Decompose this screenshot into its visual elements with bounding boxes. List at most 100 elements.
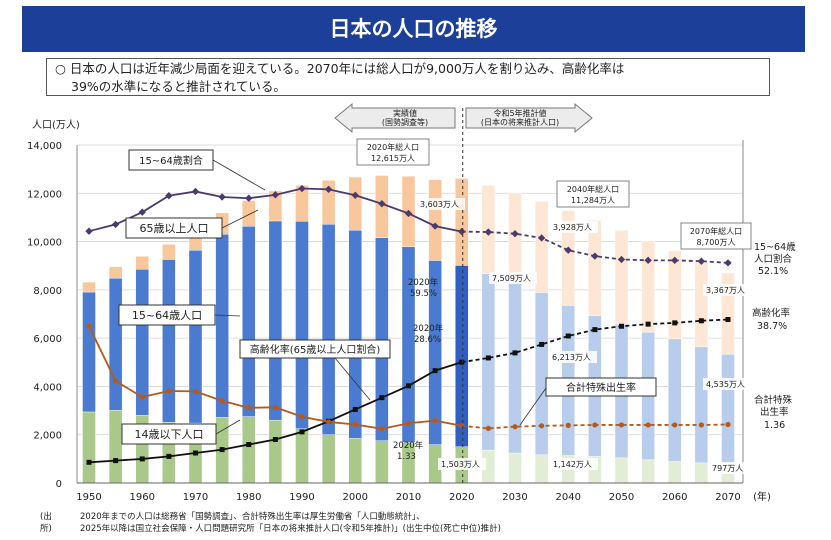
value-2070-14: 797万人 <box>712 464 743 473</box>
source-line-1: 2020年までの人口は総務省「国勢調査」、合計特殊出生率は厚生労働省「人口動態統… <box>80 512 425 522</box>
bar-pop14 <box>348 438 362 484</box>
ratio1564-point <box>564 246 572 254</box>
bar-pop1564 <box>668 338 682 462</box>
fertility-rate-point <box>86 323 92 329</box>
aging-rate-point <box>539 341 545 347</box>
bar-pop65 <box>135 256 149 270</box>
value-2020-65: 3,603万人 <box>420 200 459 209</box>
right-aging-value: 38.7% <box>757 321 787 332</box>
fertility-rate-point <box>405 420 412 426</box>
ratio1564-point <box>218 193 226 201</box>
leader-pop1564 <box>214 314 241 317</box>
fertility-rate-point <box>485 425 491 431</box>
x-tick-label: 2020 <box>449 492 474 503</box>
bar-pop1564 <box>455 265 469 447</box>
fertility-rate-point <box>192 388 199 395</box>
right-ratio-label-2: 人口割合 <box>754 253 793 265</box>
bar-pop1564 <box>268 220 283 421</box>
annot-total-2020-line: 12,615万人 <box>371 154 415 163</box>
bar-pop14 <box>694 462 709 484</box>
bar-pop1564 <box>242 226 256 417</box>
aging-rate-point <box>272 436 278 442</box>
aging-rate-point <box>619 323 624 329</box>
y-tick-label: 10,000 <box>27 238 62 249</box>
ratio1564-point <box>724 259 732 267</box>
source-label: (出所) <box>40 512 52 534</box>
x-tick-label: 2070 <box>715 492 740 503</box>
fertility-rate-point <box>113 378 119 384</box>
leader-tfr <box>519 387 547 426</box>
ratio1564-point <box>671 256 679 265</box>
right-tfr-label: 合計特殊 <box>754 394 793 406</box>
ratio1564-point <box>298 184 306 193</box>
annot-total-2070-box <box>680 222 752 250</box>
bar-pop1564 <box>188 250 203 424</box>
x-tick-label: 2000 <box>343 492 368 503</box>
aging-rate-line-projection <box>461 318 729 364</box>
bar-pop65 <box>162 244 176 260</box>
bar-pop65 <box>561 210 575 306</box>
ratio1564-point <box>484 228 493 236</box>
page-title: 日本の人口の推移 <box>22 6 805 52</box>
aging-rate-point <box>352 406 358 412</box>
y-tick-label: 4,000 <box>33 382 62 393</box>
annot-ratio-2020-value: 59.5% <box>410 289 437 299</box>
actual-header-sub: (国勢調査等) <box>382 117 428 127</box>
x-tick-label: 1950 <box>76 492 101 503</box>
y-tick-label: 8,000 <box>33 286 62 297</box>
aging-rate-point <box>406 383 411 389</box>
aging-rate-point <box>86 459 92 465</box>
fertility-rate-point <box>246 405 252 411</box>
bar-pop65 <box>668 250 682 340</box>
y-tick-label: 6,000 <box>33 334 62 345</box>
leader-pop65 <box>221 209 259 229</box>
x-tick-label: 2050 <box>609 492 634 503</box>
value-2020-14: 1,503万人 <box>441 460 480 469</box>
label-aging-box <box>239 339 391 359</box>
bar-pop14 <box>268 419 283 484</box>
actual-header: 実績値 <box>393 108 417 118</box>
annot-total-2070-line: 2070年総人口 <box>690 226 742 236</box>
bar-pop14 <box>321 434 336 484</box>
right-tfr-label-2: 出生率 <box>760 406 789 418</box>
fertility-rate-point <box>166 388 172 394</box>
fertility-rate-point <box>512 424 518 430</box>
x-tick-label: 2060 <box>662 492 687 503</box>
actual-arrow <box>334 102 456 134</box>
bar-pop1564 <box>481 273 496 451</box>
bar-pop65 <box>242 200 256 227</box>
ratio1564-point <box>138 208 146 216</box>
x-tick-label: 1970 <box>183 492 208 503</box>
aging-rate-point <box>672 320 678 326</box>
aging-rate-point <box>565 333 571 339</box>
x-tick-label: 2010 <box>396 492 421 503</box>
leader-pop14 <box>215 419 241 435</box>
label-pop14: 14歳以下人口 <box>135 428 204 441</box>
x-tick-label: 2030 <box>502 492 527 503</box>
value-2020-1564: 7,509万人 <box>492 274 531 283</box>
fertility-rate-point <box>698 422 704 428</box>
bar-pop14 <box>82 411 96 484</box>
ratio1564-point <box>191 187 200 196</box>
bar-pop65 <box>614 230 629 325</box>
bar-pop65 <box>455 178 469 266</box>
source-line-2: 2025年以降は国立社会保障・人口問題研究所「日本の将来推計人口(令和5年推計)… <box>80 524 501 534</box>
label-ratio1564: 15~64歳割合 <box>139 154 203 167</box>
fertility-rate-point <box>219 398 225 404</box>
bar-pop14 <box>534 454 549 484</box>
fertility-rate-point <box>352 421 358 428</box>
aging-rate-point <box>725 316 731 322</box>
bar-pop14 <box>614 457 629 484</box>
ratio1564-point <box>644 256 652 265</box>
value-2020-65-bg <box>417 198 465 210</box>
annot-total-2020-box <box>356 138 430 166</box>
bar-pop65 <box>534 201 549 293</box>
x-axis-unit: (年) <box>753 490 771 503</box>
fertility-rate-point <box>672 422 678 428</box>
value-2070-1564-bg <box>703 378 751 390</box>
x-tick-label: 1990 <box>289 492 314 503</box>
axes <box>76 102 744 484</box>
aging-rate-point <box>485 355 491 361</box>
y-tick-label: 14,000 <box>27 141 62 152</box>
annot-aging-2020-value: 28.6% <box>414 335 441 345</box>
